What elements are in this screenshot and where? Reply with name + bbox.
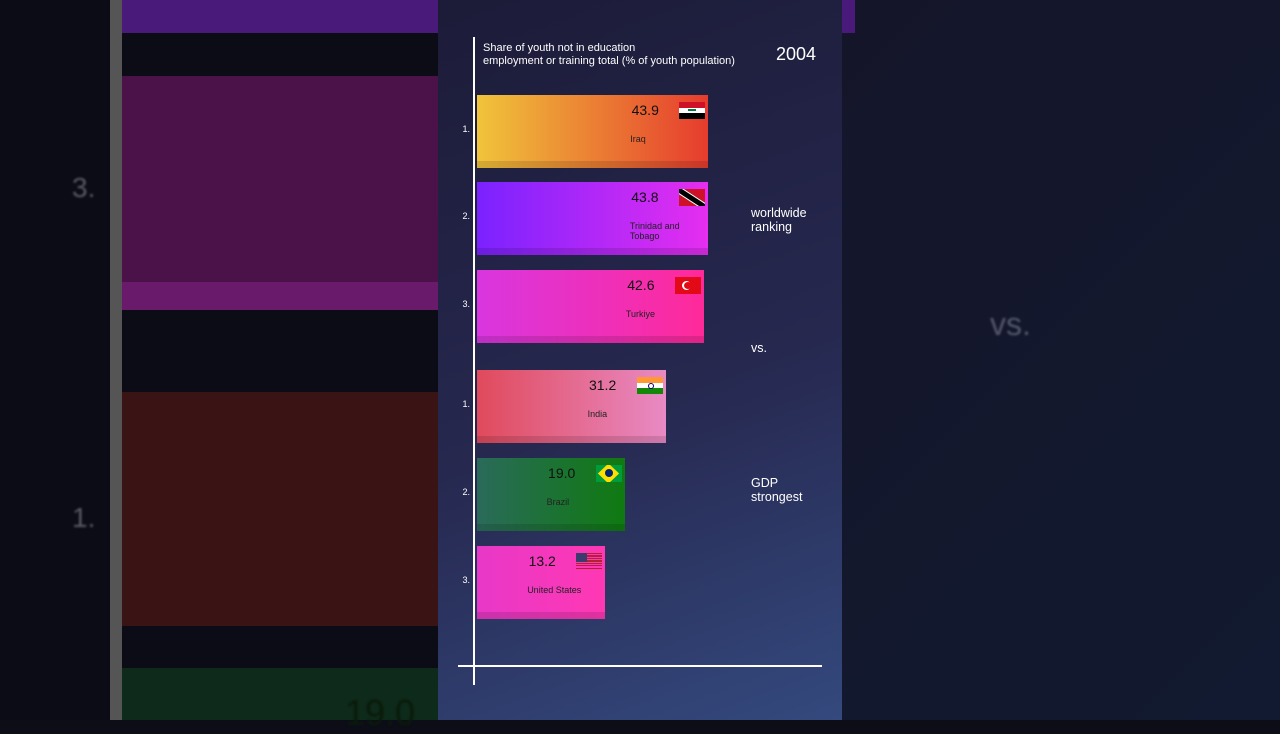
rank-label: 1. [462, 124, 470, 134]
rank-label: 3. [462, 299, 470, 309]
flag-part [647, 383, 654, 389]
year: 2004 [776, 44, 817, 64]
value-label: 42.6 [627, 277, 655, 293]
bar [477, 370, 666, 443]
group-label-line: GDP [751, 476, 779, 490]
x-axis [458, 665, 822, 667]
flag [674, 277, 701, 294]
flag-part [576, 557, 603, 560]
y-axis [473, 37, 475, 685]
bar-edge [477, 436, 666, 443]
background-rank: 1. [72, 502, 96, 533]
value-label: 31.2 [588, 377, 617, 393]
rank-label: 2. [462, 487, 470, 497]
chart-title-line: employment or training total (% of youth… [483, 55, 735, 67]
bar-edge [477, 524, 625, 531]
chart-title: Share of youth not in education employme… [483, 42, 735, 68]
group-label-line: strongest [751, 490, 803, 504]
bar-edge [477, 336, 704, 343]
group-label: worldwide ranking [751, 206, 807, 234]
category-label: Iraq [630, 134, 646, 144]
value-label: 43.9 [631, 102, 659, 118]
chart-title-line: Share of youth not in education [483, 42, 636, 54]
value-label: 43.8 [631, 189, 659, 205]
group-label: GDP strongest [751, 476, 802, 504]
group-label-line: vs. [751, 341, 767, 355]
category-label: United States [527, 585, 582, 595]
category-label: Turkiye [625, 309, 656, 319]
bar-edge [477, 612, 606, 619]
background-bar [122, 668, 438, 720]
category-label: Brazil [546, 497, 570, 507]
background-right [842, 0, 1280, 720]
flag-part [576, 560, 603, 562]
background-rank: 3. [72, 172, 96, 203]
group-label-line: worldwide [751, 206, 807, 220]
category-label: Trinidad and Tobago [629, 221, 680, 241]
bar [477, 182, 708, 255]
flag [679, 102, 706, 119]
rank-label: 2. [462, 211, 470, 221]
bar [477, 95, 709, 168]
rank-label: 1. [462, 399, 470, 409]
flag-part [688, 109, 697, 111]
background-axis [110, 0, 122, 720]
group-label: vs. [751, 341, 767, 355]
flag-part [636, 388, 663, 394]
bar [477, 270, 704, 343]
flag-part [576, 553, 588, 562]
value-label: 19.0 [548, 465, 576, 481]
flag-part [576, 553, 603, 555]
group-label-line: ranking [751, 220, 792, 234]
flag-part [604, 469, 613, 477]
category-label: India [587, 409, 608, 419]
background-group-label: vs. [990, 306, 1031, 342]
rank-label: 3. [462, 575, 470, 585]
flag-part [679, 113, 706, 119]
bar-edge [477, 248, 708, 255]
flag-part [576, 565, 603, 567]
background-bar [122, 76, 438, 310]
flag [595, 465, 622, 482]
flag [636, 377, 663, 394]
flag-part [636, 377, 663, 383]
flag-part [679, 102, 706, 108]
value-label: 13.2 [528, 553, 556, 569]
flag-part [576, 555, 603, 557]
flag [576, 553, 603, 570]
bar-edge [477, 161, 709, 168]
flag [678, 189, 705, 206]
flag-part [576, 562, 603, 565]
flag-part [576, 567, 603, 569]
flag-part [683, 282, 692, 289]
background-bar [122, 392, 438, 626]
